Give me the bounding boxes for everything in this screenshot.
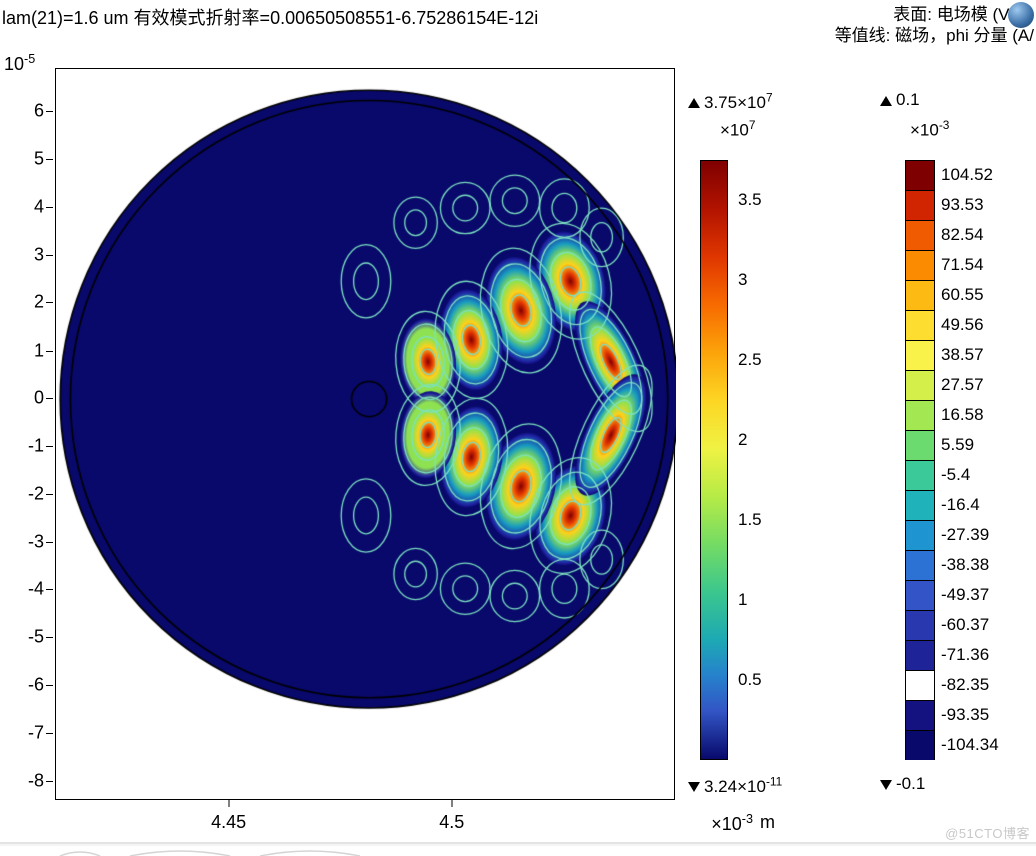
- y-tick-label: -4: [28, 579, 44, 600]
- colorbar2-swatch: [905, 160, 935, 190]
- colorbar2-swatch: [905, 370, 935, 400]
- y-tick-label: -2: [28, 484, 44, 505]
- colorbar2-label: 38.57: [941, 345, 984, 365]
- colorbar2-swatch: [905, 430, 935, 460]
- colorbar2-label: 71.54: [941, 255, 984, 275]
- colorbar2-swatch: [905, 310, 935, 340]
- plot-legend-desc: 表面: 电场模 (V/m) 等值线: 磁场，phi 分量 (A/: [835, 4, 1036, 47]
- colorbar2-label: -71.36: [941, 645, 989, 665]
- colorbar1-min: 3.24×10-11: [688, 774, 782, 797]
- colorbar2-swatch: [905, 400, 935, 430]
- colorbar2-exponent: ×10-3: [910, 118, 949, 141]
- triangle-down-icon: [688, 782, 700, 792]
- y-tick-label: -6: [28, 675, 44, 696]
- colorbar2-label: -5.4: [941, 465, 970, 485]
- colorbar2-label: -16.4: [941, 495, 980, 515]
- colorbar2-label: -104.34: [941, 735, 999, 755]
- colorbar2-swatch: [905, 550, 935, 580]
- colorbar2-swatch: [905, 640, 935, 670]
- colorbar2-swatch: [905, 250, 935, 280]
- colorbar2-label: -60.37: [941, 615, 989, 635]
- colorbar2-swatch: [905, 610, 935, 640]
- bottom-decoration: [0, 842, 1036, 856]
- y-tick-label: 6: [34, 101, 44, 122]
- colorbar2-label: 93.53: [941, 195, 984, 215]
- y-tick-label: -8: [28, 770, 44, 791]
- colorbar2-swatch: [905, 670, 935, 700]
- colorbar2-label: 49.56: [941, 315, 984, 335]
- y-axis-ticks: 6 5 4 3 2 1 0 -1 -2 -3 -4 -5 -6 -7 -8: [0, 68, 52, 800]
- colorbar2-swatch: [905, 490, 935, 520]
- colorbar2-label: -93.35: [941, 705, 989, 725]
- x-axis-unit: m: [760, 812, 775, 833]
- colorbar2-swatch: [905, 730, 935, 760]
- colorbar2-label: 27.57: [941, 375, 984, 395]
- y-tick-label: 4: [34, 197, 44, 218]
- y-tick-label: -7: [28, 722, 44, 743]
- y-tick-label: -1: [28, 435, 44, 456]
- y-tick-label: 2: [34, 292, 44, 313]
- legend-line2: 等值线: 磁场，phi 分量 (A/: [835, 25, 1034, 46]
- colorbar1-tick: 2.5: [738, 350, 762, 370]
- colorbar2-label: -49.37: [941, 585, 989, 605]
- colorbar2-min: -0.1: [880, 774, 925, 794]
- colorbar2-label: 5.59: [941, 435, 974, 455]
- y-tick-label: -3: [28, 531, 44, 552]
- colorbar1-max: 3.75×107: [688, 90, 773, 113]
- colorbar1-tick: 1.5: [738, 510, 762, 530]
- triangle-down-icon: [880, 780, 892, 790]
- colorbar2-max: 0.1: [880, 90, 920, 110]
- globe-icon: [1008, 2, 1034, 28]
- colorbar1-tick: 3.5: [738, 190, 762, 210]
- legend-line1: 表面: 电场模 (V/m): [835, 4, 1034, 25]
- colorbar1-tick: 3: [738, 270, 747, 290]
- y-tick-label: -5: [28, 627, 44, 648]
- colorbar1-tick: 1: [738, 590, 747, 610]
- y-tick-label: 3: [34, 244, 44, 265]
- colorbar2-label: -27.39: [941, 525, 989, 545]
- colorbar2-label: 104.52: [941, 165, 993, 185]
- y-tick-label: 5: [34, 148, 44, 169]
- colorbar1-tick: 0.5: [738, 670, 762, 690]
- colorbar1-exponent: ×107: [720, 118, 755, 141]
- colorbar2-swatch: [905, 700, 935, 730]
- y-tick-label: 0: [34, 388, 44, 409]
- x-tick-label: 4.5: [439, 812, 464, 833]
- field-canvas: [56, 69, 676, 801]
- colorbar2-swatch: [905, 280, 935, 310]
- colorbar2-label: -38.38: [941, 555, 989, 575]
- x-axis-exponent: ×10-3: [711, 812, 753, 835]
- x-axis-ticks: ×10-3 m 4.454.5: [55, 800, 675, 840]
- colorbar2-label: 16.58: [941, 405, 984, 425]
- colorbar-contour: 0.1 ×10-3 104.52 93.53 82.54 71.54 60.55 49.5…: [880, 90, 1035, 810]
- colorbar2-swatch: [905, 190, 935, 220]
- plot-title: lam(21)=1.6 um 有效模式折射率=0.00650508551-6.7…: [0, 4, 538, 30]
- x-tick-label: 4.45: [211, 812, 246, 833]
- colorbar-surface: 3.75×107 ×107 3.24×10-11 3.5 3 2.5 2 1.5 1 0.5: [688, 90, 838, 810]
- colorbar2-label: -82.35: [941, 675, 989, 695]
- plot-area: [55, 68, 675, 800]
- watermark: @51CTO博客: [945, 823, 1030, 842]
- triangle-up-icon: [688, 98, 700, 108]
- triangle-up-icon: [880, 96, 892, 106]
- y-tick-label: 1: [34, 340, 44, 361]
- colorbar1-tick: 2: [738, 430, 747, 450]
- colorbar2-label: 60.55: [941, 285, 984, 305]
- colorbar2-swatch: [905, 580, 935, 610]
- colorbar2-swatch: [905, 340, 935, 370]
- colorbar2-swatch: [905, 520, 935, 550]
- colorbar2-label: 82.54: [941, 225, 984, 245]
- colorbar2-swatch: [905, 460, 935, 490]
- colorbar2-swatch: [905, 220, 935, 250]
- colorbar1-bar: [700, 160, 728, 760]
